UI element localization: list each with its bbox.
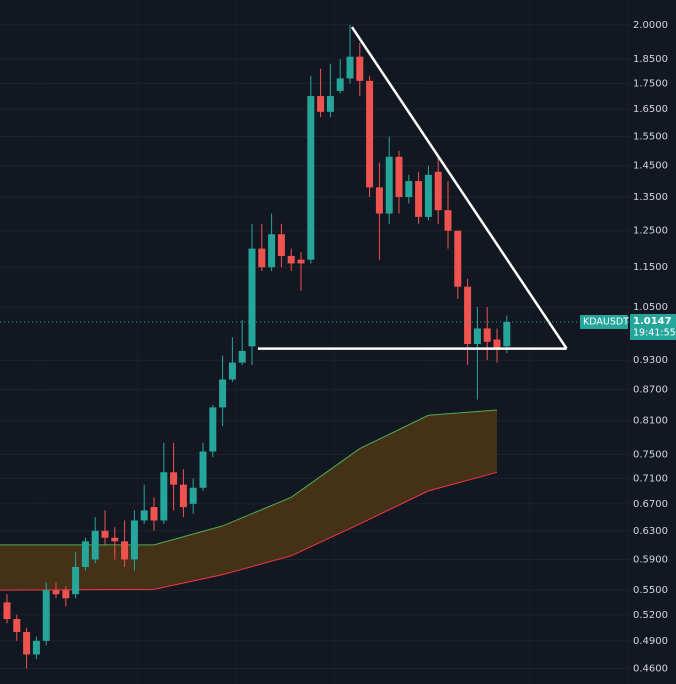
cloud-lower-line bbox=[0, 471, 498, 591]
candle-body bbox=[444, 210, 452, 231]
candle-body bbox=[483, 328, 491, 342]
y-tick-label: 1.3500 bbox=[633, 192, 668, 203]
candle-body bbox=[13, 619, 21, 632]
candle-body bbox=[503, 321, 511, 347]
candle-body bbox=[42, 590, 50, 641]
y-tick-label: 0.5500 bbox=[633, 585, 668, 596]
candle-body bbox=[366, 80, 374, 188]
candle-body bbox=[454, 230, 462, 287]
y-tick-label: 1.5500 bbox=[633, 132, 668, 143]
plot-area bbox=[0, 24, 630, 669]
y-tick-label: 0.8100 bbox=[633, 416, 668, 427]
candle-body bbox=[81, 541, 89, 567]
candle-body bbox=[160, 472, 168, 521]
countdown-label: 19:41:55 bbox=[633, 328, 676, 339]
candle-body bbox=[199, 451, 207, 488]
candle-body bbox=[91, 530, 99, 560]
candle-body bbox=[238, 350, 246, 363]
candle-body bbox=[405, 181, 413, 198]
y-tick-label: 1.0500 bbox=[633, 302, 668, 313]
candle-body bbox=[52, 590, 60, 595]
price-axis: 2.0000 1.8500 1.7500 1.6500 1.5500 1.4500 1.35… bbox=[580, 20, 676, 674]
y-tick-label: 2.0000 bbox=[633, 20, 668, 31]
candle-body bbox=[473, 328, 481, 345]
candle-body bbox=[219, 379, 227, 408]
y-tick-label: 0.6700 bbox=[633, 499, 668, 510]
y-tick-label: 0.7100 bbox=[633, 473, 668, 484]
candle-body bbox=[3, 602, 11, 620]
y-tick-label: 0.9300 bbox=[633, 355, 668, 366]
last-price-label: 1.0147 bbox=[633, 316, 672, 327]
y-tick-label: 1.4500 bbox=[633, 161, 668, 172]
candle-body bbox=[248, 248, 256, 347]
y-tick-label: 0.6300 bbox=[633, 526, 668, 537]
candle-body bbox=[464, 286, 472, 345]
candle-body bbox=[277, 234, 285, 256]
candle-body bbox=[121, 541, 129, 560]
candle-body bbox=[297, 259, 305, 264]
candle-body bbox=[150, 507, 158, 521]
grid bbox=[0, 24, 630, 669]
symbol-badge bbox=[580, 315, 628, 330]
candle-body bbox=[493, 339, 501, 349]
candle-body bbox=[101, 530, 109, 538]
candle-body bbox=[209, 407, 217, 452]
candle-body bbox=[424, 174, 432, 217]
candle-body bbox=[170, 472, 178, 485]
y-tick-label: 0.8700 bbox=[633, 384, 668, 395]
y-tick-label: 1.6500 bbox=[633, 104, 668, 115]
price-badge bbox=[630, 314, 676, 341]
candle-body bbox=[395, 156, 403, 198]
candle-body bbox=[317, 96, 325, 112]
y-tick-label: 1.1500 bbox=[633, 262, 668, 273]
candle-body bbox=[356, 56, 364, 81]
candle-body bbox=[111, 537, 119, 542]
cloud-upper-line bbox=[0, 409, 498, 546]
symbol-label: KDAUSDT bbox=[583, 317, 629, 328]
candle-body bbox=[346, 56, 354, 79]
candle-body bbox=[32, 640, 40, 655]
y-tick-label: 0.5900 bbox=[633, 555, 668, 566]
candle-body bbox=[179, 484, 187, 508]
candle-body bbox=[72, 566, 80, 595]
y-tick-label: 0.7500 bbox=[633, 449, 668, 460]
y-tick-label: 0.4900 bbox=[633, 636, 668, 647]
candle-body bbox=[336, 78, 344, 91]
candle-body bbox=[385, 156, 393, 214]
candle-body bbox=[415, 181, 423, 217]
y-tick-label: 0.4600 bbox=[633, 663, 668, 674]
candle-body bbox=[326, 96, 334, 112]
candle-body bbox=[23, 631, 31, 655]
candle-body bbox=[62, 590, 70, 599]
candle-body bbox=[189, 487, 197, 504]
candle-body bbox=[140, 510, 148, 521]
y-tick-label: 0.5200 bbox=[633, 610, 668, 621]
y-tick-label: 1.2500 bbox=[633, 226, 668, 237]
candle-body bbox=[307, 96, 315, 260]
trendline bbox=[350, 26, 568, 350]
candle-body bbox=[434, 171, 442, 211]
candle-body bbox=[228, 362, 236, 380]
candle-body bbox=[130, 520, 138, 560]
candle-body bbox=[258, 248, 266, 268]
y-tick-label: 1.8500 bbox=[633, 54, 668, 65]
candle-body bbox=[375, 187, 383, 214]
y-tick-label: 1.7500 bbox=[633, 78, 668, 89]
candle-body bbox=[287, 255, 295, 264]
candle-body bbox=[268, 234, 276, 268]
